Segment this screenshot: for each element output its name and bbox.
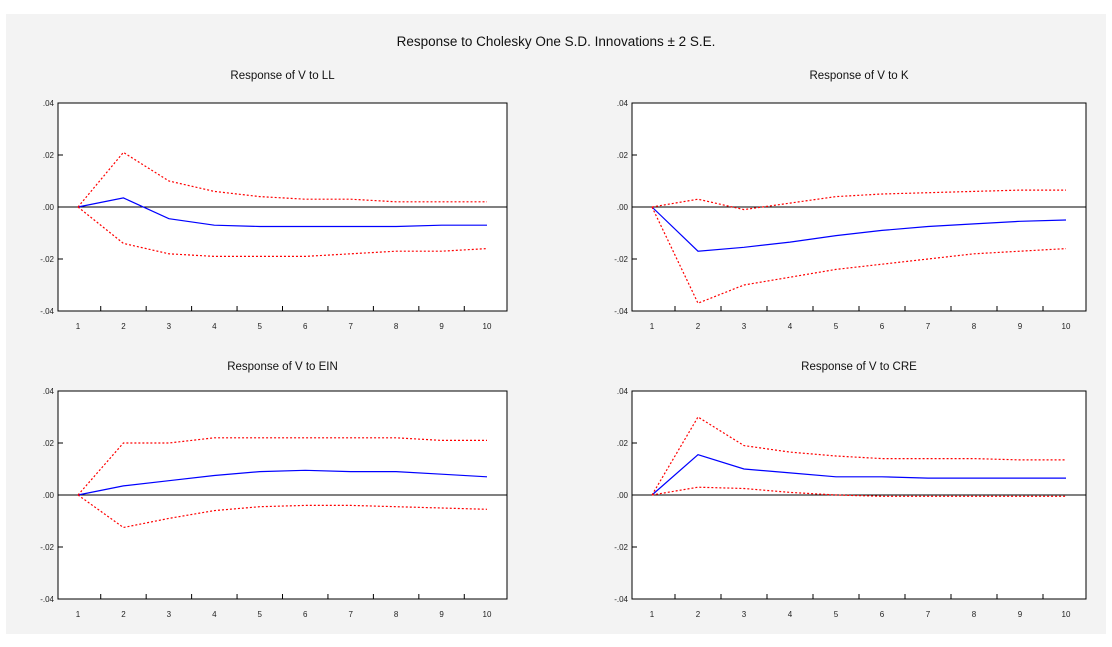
y-tick-label: .00 — [43, 203, 55, 212]
x-tick-label: 7 — [926, 610, 931, 619]
x-tick-label: 6 — [880, 610, 885, 619]
series-upper — [77, 437, 487, 496]
y-tick-label: .00 — [617, 491, 629, 500]
x-tick-label: 2 — [696, 322, 701, 331]
series-lower — [651, 486, 1066, 497]
x-tick-label: 10 — [483, 610, 492, 619]
x-tick-label: 1 — [650, 322, 655, 331]
series-lower — [651, 206, 1067, 304]
panel-title: Response of V to CRE — [801, 361, 917, 373]
y-tick-label: -.02 — [614, 543, 628, 552]
y-tick-label: -.04 — [40, 307, 54, 316]
panel-3: Response of V to EIN .04 .02 .00 -.02 -.04 1 2 3… — [40, 361, 508, 619]
x-tick-label: 7 — [348, 610, 353, 619]
x-tick-label: 8 — [394, 610, 399, 619]
x-tick-label: 3 — [167, 610, 172, 619]
panel-1: Response of V to LL .04 .02 .00 -.02 -.04 1 2 3 4… — [40, 70, 508, 331]
series-response — [651, 206, 1067, 252]
x-tick-label: 1 — [76, 322, 81, 331]
x-tick-label: 5 — [258, 610, 263, 619]
x-tick-label: 2 — [121, 610, 126, 619]
y-tick-label: -.02 — [40, 255, 54, 264]
x-tick-label: 8 — [972, 322, 977, 331]
x-tick-label: 4 — [788, 322, 793, 331]
x-tick-label: 1 — [650, 610, 655, 619]
panel-4: Response of V to CRE .04 .02 .00 -.02 -.04 1 2 3… — [614, 361, 1087, 619]
series-upper — [651, 189, 1066, 211]
x-tick-label: 2 — [696, 610, 701, 619]
x-tick-label: 8 — [394, 322, 399, 331]
y-tick-label: .00 — [617, 203, 629, 212]
series-upper — [77, 151, 487, 208]
x-tick-label: 6 — [303, 322, 308, 331]
y-tick-label: -.04 — [614, 307, 628, 316]
x-tick-label: 7 — [926, 322, 931, 331]
series-lower — [77, 206, 488, 257]
y-tick-label: -.02 — [614, 255, 628, 264]
panel-2: Response of V to K .04 .02 .00 -.02 -.04 1 2 3 4 5… — [614, 70, 1087, 331]
y-tick-label: .00 — [43, 491, 55, 500]
y-tick-label: .04 — [43, 387, 55, 396]
series-response — [77, 469, 488, 496]
y-tick-label: .02 — [617, 151, 629, 160]
x-tick-label: 9 — [439, 322, 444, 331]
x-tick-label: 5 — [834, 322, 839, 331]
panel-title: Response of V to K — [809, 70, 908, 82]
panel-title: Response of V to LL — [230, 70, 335, 82]
x-tick-label: 3 — [167, 322, 172, 331]
x-tick-label: 5 — [258, 322, 263, 331]
y-tick-label: -.04 — [614, 595, 628, 604]
x-tick-label: 6 — [303, 610, 308, 619]
x-tick-label: 4 — [212, 322, 217, 331]
series-response — [77, 197, 487, 228]
chart-title: Response to Cholesky One S.D. Innovation… — [396, 34, 716, 49]
x-tick-label: 9 — [439, 610, 444, 619]
y-tick-label: .02 — [43, 439, 55, 448]
y-tick-label: -.04 — [40, 595, 54, 604]
y-tick-label: .04 — [43, 99, 55, 108]
x-tick-label: 4 — [212, 610, 217, 619]
x-tick-label: 3 — [742, 322, 747, 331]
y-tick-label: .04 — [617, 387, 629, 396]
x-tick-label: 8 — [972, 610, 977, 619]
x-tick-label: 10 — [1062, 610, 1071, 619]
y-tick-label: .04 — [617, 99, 629, 108]
y-tick-label: -.02 — [40, 543, 54, 552]
x-tick-label: 5 — [834, 610, 839, 619]
panel-title: Response of V to EIN — [227, 361, 338, 373]
series-upper — [651, 416, 1066, 496]
y-tick-label: .02 — [43, 151, 55, 160]
x-tick-label: 9 — [1018, 322, 1023, 331]
x-tick-label: 1 — [76, 610, 81, 619]
x-tick-label: 3 — [742, 610, 747, 619]
x-tick-label: 10 — [1062, 322, 1071, 331]
series-lower — [77, 494, 488, 529]
x-tick-label: 9 — [1018, 610, 1023, 619]
y-tick-label: .02 — [617, 439, 629, 448]
x-tick-label: 2 — [121, 322, 126, 331]
x-tick-label: 10 — [483, 322, 492, 331]
x-tick-label: 7 — [348, 322, 353, 331]
x-tick-label: 4 — [788, 610, 793, 619]
x-tick-label: 6 — [880, 322, 885, 331]
series-response — [651, 454, 1066, 496]
